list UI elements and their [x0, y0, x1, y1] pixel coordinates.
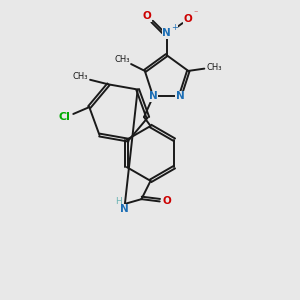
Text: N: N: [176, 92, 184, 101]
Text: +: +: [171, 23, 178, 32]
Text: ⁻: ⁻: [193, 8, 197, 17]
Text: H: H: [115, 197, 122, 206]
Text: O: O: [184, 14, 193, 23]
Text: N: N: [149, 92, 158, 101]
Text: O: O: [162, 196, 171, 206]
Text: CH₃: CH₃: [72, 72, 88, 81]
Text: CH₃: CH₃: [207, 63, 222, 72]
Text: Cl: Cl: [58, 112, 70, 122]
Text: CH₃: CH₃: [114, 55, 130, 64]
Text: O: O: [143, 11, 152, 21]
Text: N: N: [162, 28, 171, 38]
Text: N: N: [120, 204, 129, 214]
